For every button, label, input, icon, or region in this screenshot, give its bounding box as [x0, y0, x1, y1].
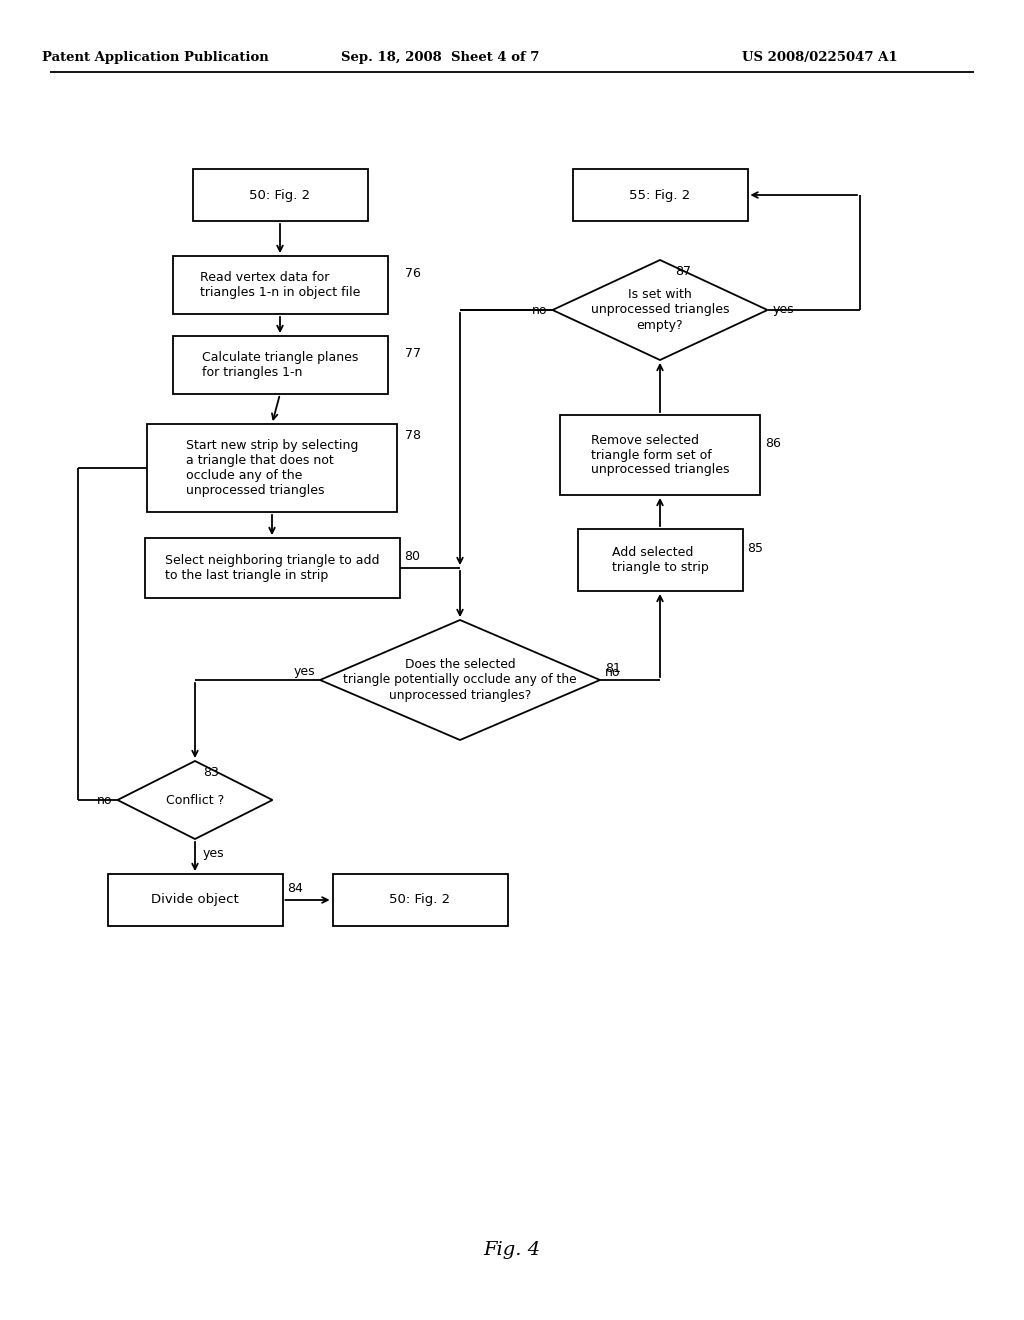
Bar [193, 169, 368, 220]
Text: no: no [605, 665, 621, 678]
Bar [572, 169, 748, 220]
Text: Read vertex data for
triangles 1-n in object file: Read vertex data for triangles 1-n in ob… [200, 271, 360, 300]
Text: Calculate triangle planes
for triangles 1-n: Calculate triangle planes for triangles … [202, 351, 358, 379]
Text: 76: 76 [404, 267, 421, 280]
Text: no: no [97, 793, 113, 807]
Text: 83: 83 [203, 766, 219, 779]
Text: Remove selected
triangle form set of
unprocessed triangles: Remove selected triangle form set of unp… [591, 433, 729, 477]
Text: Start new strip by selecting
a triangle that does not
occlude any of the
unproce: Start new strip by selecting a triangle … [185, 440, 358, 498]
Bar [108, 874, 283, 927]
Text: 81: 81 [605, 663, 621, 675]
Text: US 2008/0225047 A1: US 2008/0225047 A1 [742, 50, 898, 63]
Bar [172, 256, 387, 314]
Polygon shape [553, 260, 768, 360]
Text: Divide object: Divide object [152, 894, 239, 907]
Text: Select neighboring triangle to add
to the last triangle in strip: Select neighboring triangle to add to th… [165, 554, 379, 582]
Text: 85: 85 [748, 543, 764, 554]
Text: yes: yes [203, 847, 224, 861]
Bar [560, 414, 760, 495]
Text: Patent Application Publication: Patent Application Publication [42, 50, 268, 63]
Text: yes: yes [293, 665, 315, 678]
Bar [147, 424, 397, 512]
Bar [172, 337, 387, 393]
Text: 86: 86 [765, 437, 781, 450]
Polygon shape [319, 620, 600, 741]
Text: Conflict ?: Conflict ? [166, 793, 224, 807]
Text: yes: yes [772, 304, 795, 317]
Text: 55: Fig. 2: 55: Fig. 2 [630, 189, 690, 202]
Text: 78: 78 [404, 429, 421, 442]
Text: 84: 84 [288, 882, 303, 895]
Bar [333, 874, 508, 927]
Text: Sep. 18, 2008  Sheet 4 of 7: Sep. 18, 2008 Sheet 4 of 7 [341, 50, 540, 63]
Text: Fig. 4: Fig. 4 [483, 1241, 541, 1259]
Text: 80: 80 [404, 550, 421, 564]
Bar [144, 539, 399, 598]
Text: no: no [532, 304, 548, 317]
Text: 50: Fig. 2: 50: Fig. 2 [250, 189, 310, 202]
Text: 87: 87 [675, 265, 691, 279]
Text: 50: Fig. 2: 50: Fig. 2 [389, 894, 451, 907]
Text: 77: 77 [404, 347, 421, 360]
Polygon shape [118, 762, 272, 840]
Text: Does the selected
triangle potentially occlude any of the
unprocessed triangles?: Does the selected triangle potentially o… [343, 659, 577, 701]
Text: Add selected
triangle to strip: Add selected triangle to strip [611, 546, 709, 574]
Bar [578, 529, 742, 591]
Text: Is set with
unprocessed triangles
empty?: Is set with unprocessed triangles empty? [591, 289, 729, 331]
